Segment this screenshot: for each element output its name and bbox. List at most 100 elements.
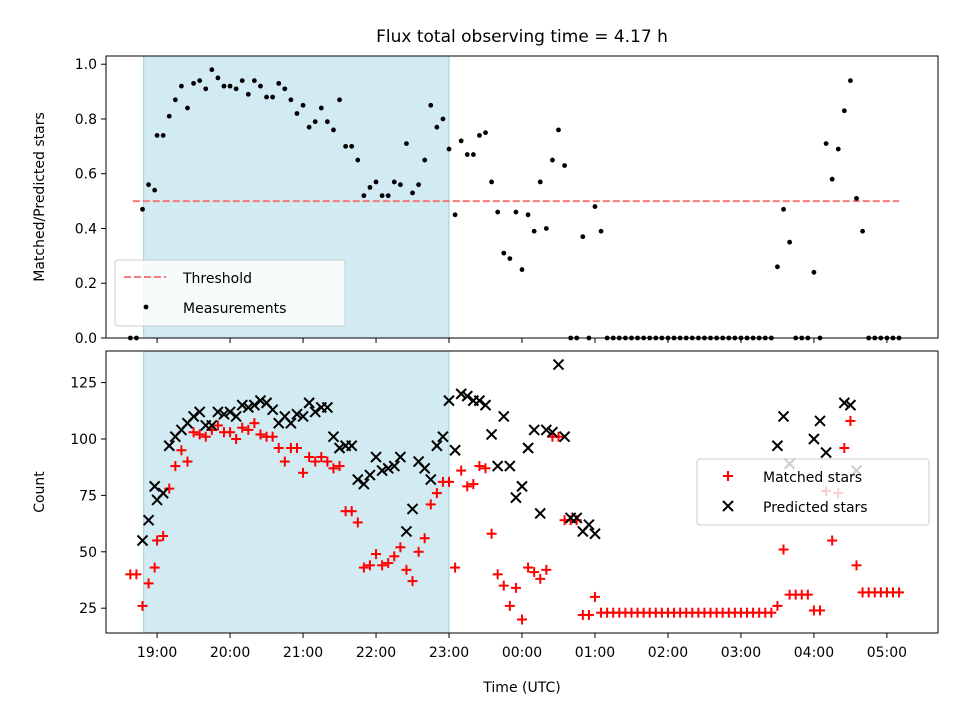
data-point [170, 461, 181, 472]
data-point [383, 558, 394, 569]
data-point [470, 152, 476, 157]
data-point [766, 607, 777, 618]
data-point-b [546, 426, 559, 438]
data-point [425, 473, 437, 486]
data-point [589, 591, 600, 602]
data-point [400, 525, 413, 538]
data-point [841, 108, 847, 114]
data-point [781, 206, 786, 212]
data-point [373, 179, 379, 185]
data-point [431, 488, 442, 499]
data-point [440, 116, 446, 122]
data-point [480, 463, 491, 474]
data-point [370, 451, 382, 463]
legend: Matched stars Predicted stars [696, 458, 930, 526]
data-point [163, 440, 175, 452]
data-point [556, 127, 561, 133]
data-point [334, 461, 345, 472]
data-point [316, 452, 327, 463]
data-point [258, 83, 263, 89]
data-point [519, 267, 525, 272]
x-axis-label: Time (UTC) [482, 680, 560, 696]
data-point [461, 390, 473, 402]
data-point-b [504, 460, 516, 472]
data-point-b [218, 408, 230, 420]
data-point-b [394, 451, 407, 463]
x-tick-label: 05:00 [867, 645, 907, 661]
data-point-b [303, 397, 315, 409]
data-point [446, 146, 452, 152]
data-point [146, 182, 151, 188]
data-point [364, 469, 376, 481]
data-point [452, 212, 458, 218]
data-point [197, 78, 203, 84]
data-point [152, 187, 158, 193]
data-point [371, 549, 382, 560]
data-point [462, 481, 473, 492]
data-point [243, 424, 254, 435]
data-point [358, 562, 369, 573]
data-point-b [498, 410, 510, 423]
y-tick-label: 1.0 [75, 57, 97, 73]
data-point [209, 67, 215, 73]
data-point [391, 179, 397, 185]
data-point-b [400, 525, 413, 538]
data-point [553, 431, 564, 442]
data-point [416, 182, 422, 188]
data-point [537, 179, 543, 185]
data-point [321, 401, 334, 414]
data-point-b [838, 397, 851, 409]
x-tick-label: 21:00 [283, 645, 323, 661]
data-point [562, 163, 567, 168]
data-point [297, 410, 309, 423]
data-point [152, 535, 163, 546]
data-point [191, 80, 196, 86]
data-point-b [437, 431, 449, 443]
data-point [583, 609, 594, 620]
data-point-b [479, 399, 492, 411]
data-point [449, 444, 461, 456]
data-point [136, 534, 149, 547]
data-point [483, 130, 488, 136]
data-point [176, 445, 187, 456]
data-point [200, 431, 211, 442]
y-tick-label: 0.4 [75, 221, 97, 237]
data-point [404, 141, 409, 147]
data-point [498, 410, 510, 423]
series-matched-stars [125, 415, 905, 625]
data-point [550, 157, 555, 163]
y-tick-label: 50 [79, 545, 97, 561]
data-point-b [485, 428, 498, 441]
data-point [187, 410, 200, 423]
data-point-b [418, 462, 431, 475]
legend-predicted-label: Predicted stars [763, 500, 868, 516]
data-point-b [449, 444, 461, 456]
data-point [418, 462, 431, 475]
data-point [468, 479, 479, 490]
data-point [346, 440, 358, 452]
data-point [401, 564, 412, 575]
data-point-b [260, 397, 273, 409]
data-point [525, 212, 531, 218]
x-tick-label: 23:00 [429, 645, 469, 661]
data-point [516, 480, 528, 493]
data-point [431, 440, 443, 452]
data-point [407, 576, 418, 587]
data-point [815, 605, 826, 616]
legend-box [114, 259, 346, 327]
data-point [510, 582, 521, 593]
data-point [267, 431, 278, 442]
data-point [282, 86, 288, 92]
data-point [531, 228, 537, 234]
data-point [406, 503, 419, 515]
data-point [379, 193, 385, 199]
data-point [522, 442, 534, 454]
data-point [166, 113, 172, 119]
series-measurements [127, 67, 902, 341]
data-point-b [540, 424, 553, 436]
data-point [854, 195, 859, 201]
data-point [510, 491, 522, 504]
data-point-b [425, 473, 437, 486]
data-point [266, 403, 279, 416]
data-point [844, 399, 857, 411]
